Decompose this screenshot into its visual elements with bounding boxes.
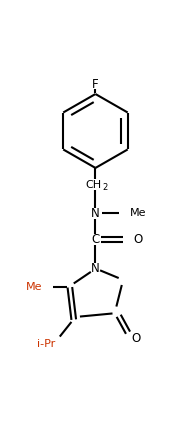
- Text: O: O: [131, 333, 140, 345]
- Text: N: N: [91, 261, 100, 274]
- Text: F: F: [92, 78, 99, 91]
- Text: 2: 2: [102, 183, 108, 192]
- Text: Me: Me: [26, 282, 43, 292]
- Text: i-Pr: i-Pr: [37, 339, 56, 349]
- Text: CH: CH: [85, 180, 101, 190]
- Text: O: O: [134, 233, 143, 246]
- Text: N: N: [91, 207, 100, 220]
- Text: C: C: [91, 233, 99, 246]
- Text: Me: Me: [130, 208, 146, 218]
